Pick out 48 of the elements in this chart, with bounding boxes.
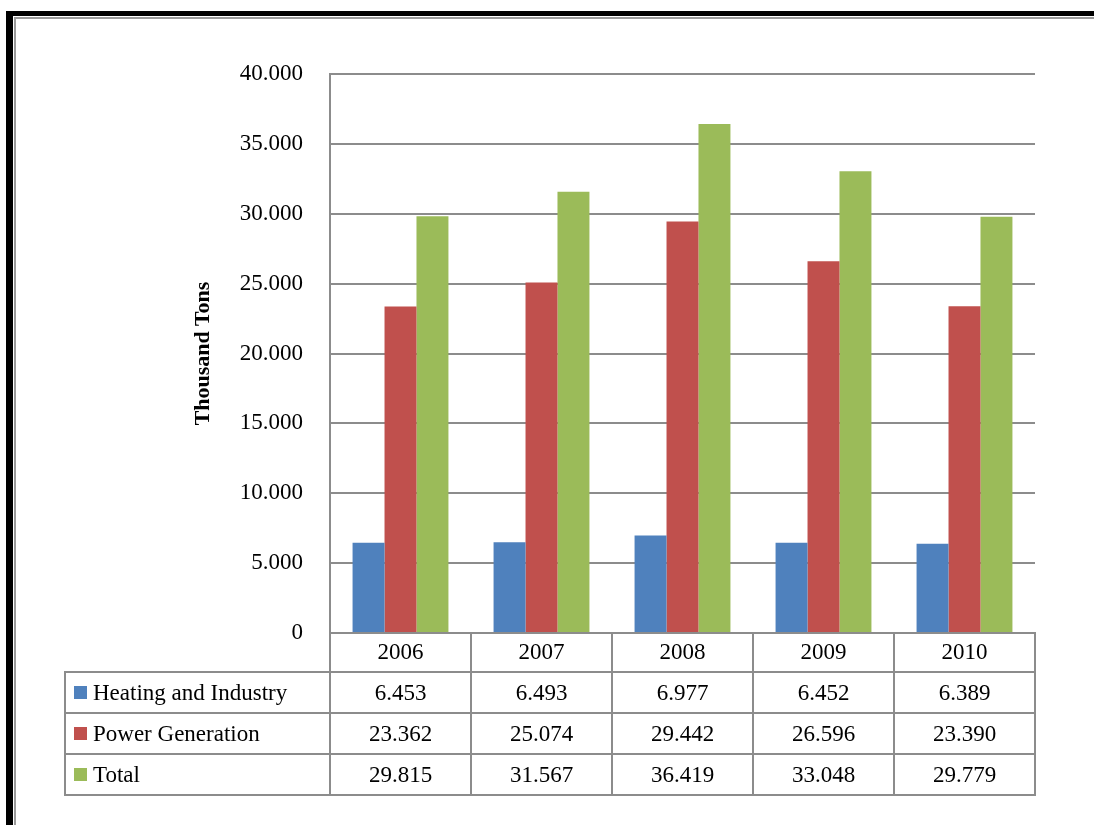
legend-label: Power Generation xyxy=(93,720,260,747)
data-label: 23.390 xyxy=(932,720,997,747)
x-tick-label: 2009 xyxy=(800,638,847,664)
bar xyxy=(416,216,449,632)
data-label: 25.074 xyxy=(509,720,574,747)
data-label: 29.779 xyxy=(932,761,997,788)
data-label: 29.442 xyxy=(650,720,715,747)
bar xyxy=(525,282,558,632)
x-tick-label: 2010 xyxy=(941,638,988,664)
bar xyxy=(384,306,417,632)
bar xyxy=(493,542,526,632)
data-label: 36.419 xyxy=(650,761,715,788)
x-tick-label: 2007 xyxy=(518,638,565,664)
bar xyxy=(916,543,949,632)
bar xyxy=(948,306,981,632)
data-label: 6.453 xyxy=(374,679,427,706)
bar xyxy=(980,216,1013,632)
legend-label: Heating and Industry xyxy=(93,679,288,706)
bar xyxy=(557,191,590,632)
bar xyxy=(698,124,731,632)
y-tick-label: 15.000 xyxy=(239,409,303,435)
y-tick-label: 40.000 xyxy=(239,60,303,86)
y-tick-label: 10.000 xyxy=(239,479,303,505)
data-label: 33.048 xyxy=(791,761,856,788)
data-label: 6.977 xyxy=(656,679,709,706)
y-tick-label: 35.000 xyxy=(239,129,303,155)
data-label: 31.567 xyxy=(509,761,574,788)
bar xyxy=(807,261,840,632)
data-label: 6.389 xyxy=(938,679,991,706)
y-tick-label: 20.000 xyxy=(239,339,303,365)
data-label: 6.452 xyxy=(797,679,850,706)
y-axis-title: Thousand Tons xyxy=(188,281,214,426)
y-tick-label: 25.000 xyxy=(239,269,303,295)
bar xyxy=(775,542,808,632)
y-tick-label: 30.000 xyxy=(239,199,303,225)
bar xyxy=(839,171,872,632)
y-tick-label: 5.000 xyxy=(251,549,303,575)
bar xyxy=(352,542,385,632)
data-label: 29.815 xyxy=(368,761,433,788)
x-tick-label: 2008 xyxy=(659,638,706,664)
data-label: 23.362 xyxy=(368,720,433,747)
x-tick-label: 2006 xyxy=(377,638,424,664)
bar xyxy=(666,221,699,632)
legend-label: Total xyxy=(93,761,140,788)
bar xyxy=(634,535,667,632)
data-label: 26.596 xyxy=(791,720,856,747)
data-label: 6.493 xyxy=(515,679,568,706)
y-tick-label: 0 xyxy=(291,619,303,645)
